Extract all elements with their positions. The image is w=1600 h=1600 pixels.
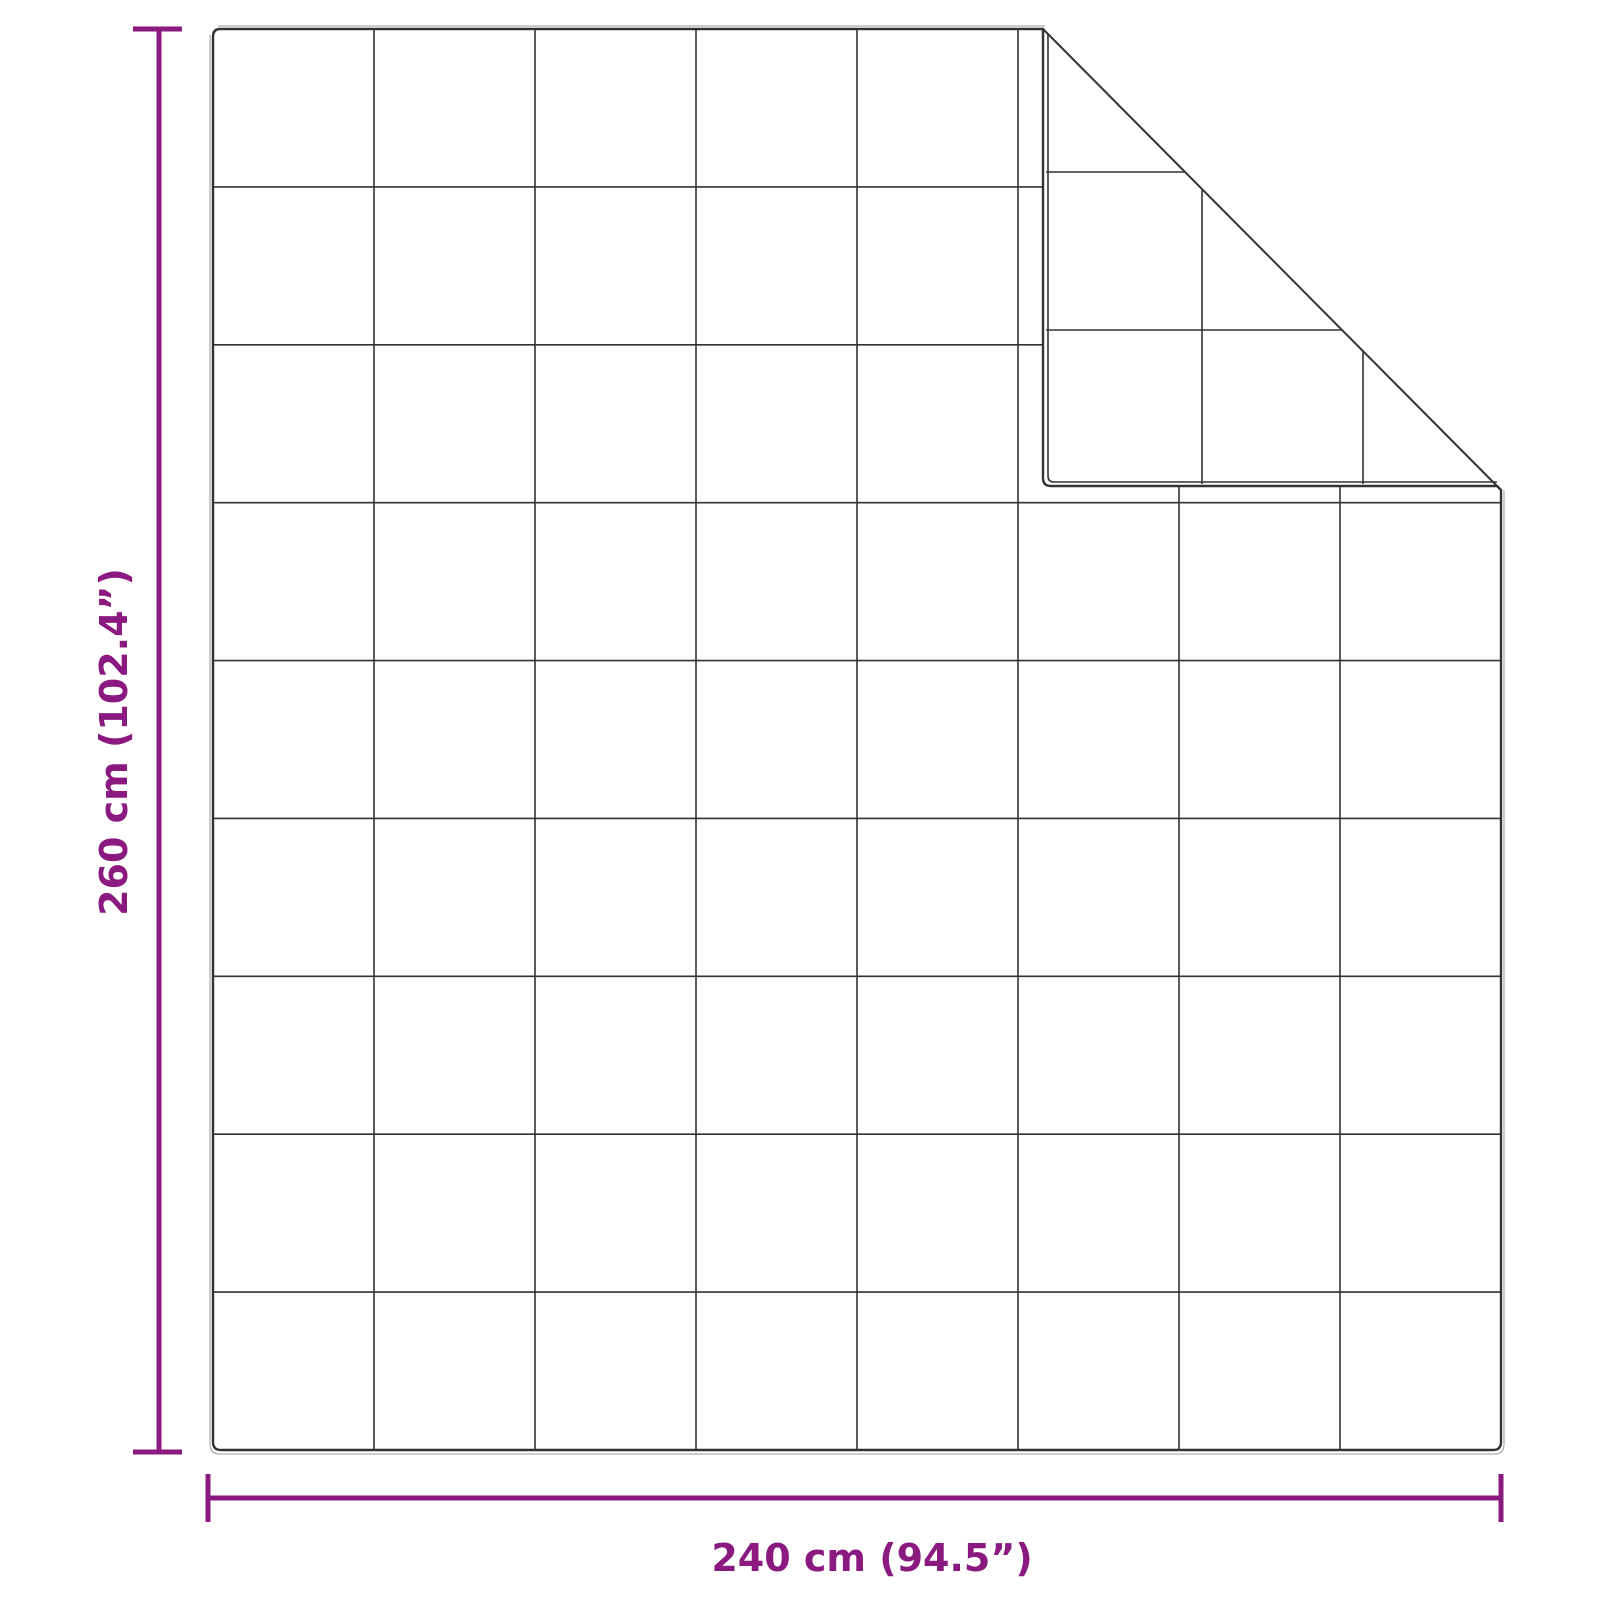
quilt-outline-outer (209, 25, 1505, 1455)
folded-corner-diagonal (1042, 28, 1498, 487)
quilt (209, 25, 1505, 1455)
quilt-stitch-grid (213, 29, 1501, 1450)
height-dimension (133, 26, 182, 1455)
width-dimension (205, 1474, 1504, 1522)
folded-corner-edge (1047, 33, 1497, 483)
width-label: 240 cm (94.5”) (711, 1536, 1032, 1580)
quilt-outline (211, 27, 1503, 1452)
height-label: 260 cm (102.4”) (92, 568, 136, 916)
